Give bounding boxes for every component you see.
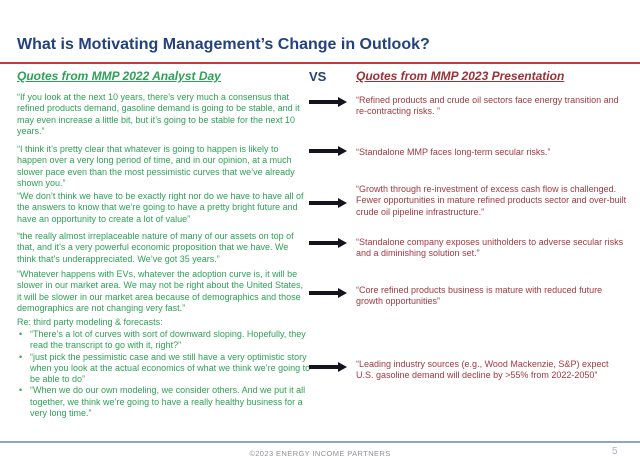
third-party-modeling-bullets: • “There’s a lot of curves with sort of …: [17, 329, 311, 419]
arrow-right-icon: [309, 146, 347, 156]
bullet-icon: •: [19, 385, 23, 396]
right-quote: “Standalone MMP faces long-term secular …: [356, 147, 551, 157]
list-item: • “When we do our own modeling, we consi…: [17, 385, 311, 419]
right-quote: “Growth through re-investment of excess …: [356, 184, 627, 217]
bullet-icon: •: [19, 351, 23, 362]
arrow-right-icon: [309, 97, 347, 107]
copyright-text: ©2023 ENERGY INCOME PARTNERS: [249, 449, 391, 458]
arrow-right-icon: [309, 362, 347, 372]
page-title: What is Motivating Management’s Change i…: [17, 36, 430, 53]
footer-divider: [0, 441, 640, 443]
left-quote: “We don’t think we have to be exactly ri…: [17, 191, 304, 224]
bullet-icon: •: [19, 329, 23, 339]
title-divider: [0, 62, 640, 64]
list-item: • “just pick the pessimistic case and we…: [17, 352, 311, 386]
right-quote: “Refined products and crude oil sectors …: [356, 95, 619, 117]
vs-label: VS: [309, 69, 327, 84]
arrow-right-icon: [309, 198, 347, 208]
left-quote: “I think it’s pretty clear that whatever…: [17, 144, 295, 188]
bullet-text: “There’s a lot of curves with sort of do…: [30, 329, 306, 351]
list-item: • “There’s a lot of curves with sort of …: [17, 329, 311, 352]
left-quote: “If you look at the next 10 years, there…: [17, 92, 300, 136]
bullet-text: “When we do our own modeling, we conside…: [30, 385, 306, 419]
right-quote: “Standalone company exposes unitholders …: [356, 237, 624, 259]
right-quote: “Leading industry sources (e.g., Wood Ma…: [356, 359, 609, 381]
left-quote: “the really almost irreplaceable nature …: [17, 231, 294, 264]
arrow-right-icon: [309, 288, 347, 298]
right-column-header: Quotes from MMP 2023 Presentation: [356, 69, 565, 83]
arrow-right-icon: [309, 238, 347, 248]
right-quote: “Core refined products business is matur…: [356, 285, 603, 307]
third-party-modeling-heading: Re: third party modeling & forecasts:: [17, 317, 163, 327]
bullet-text: “just pick the pessimistic case and we s…: [30, 351, 311, 385]
left-column-header: Quotes from MMP 2022 Analyst Day: [17, 69, 221, 83]
page-number: 5: [612, 446, 618, 457]
left-quote: “Whatever happens with EVs, whatever the…: [17, 269, 303, 313]
